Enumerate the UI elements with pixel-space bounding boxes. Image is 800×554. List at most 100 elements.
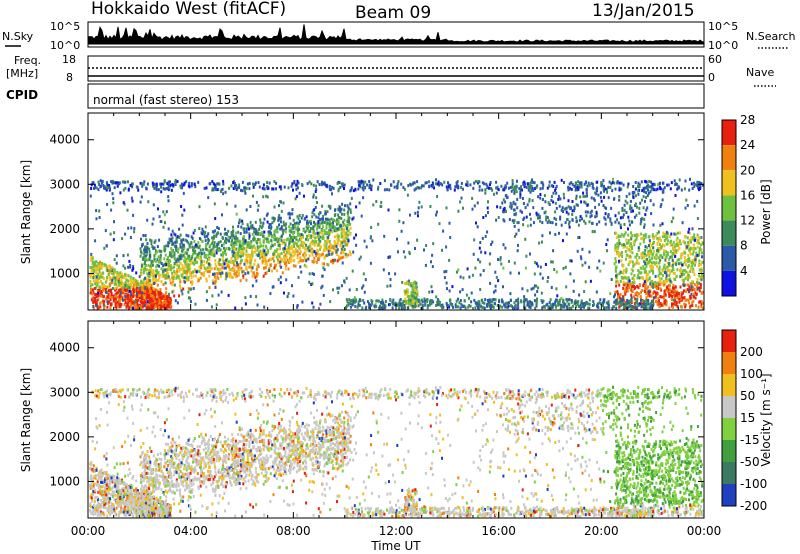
power-cell [100, 184, 103, 188]
power-cell [511, 185, 514, 189]
power-cell [143, 248, 146, 252]
power-cell [649, 282, 652, 286]
power-cell [263, 217, 266, 221]
freq-label-line2: [MHz] [6, 67, 38, 80]
power-cell [327, 238, 330, 242]
power-cell [250, 258, 253, 262]
power-cell [311, 253, 314, 257]
power-cell [349, 253, 352, 256]
power-cell [219, 258, 222, 262]
power-cell [636, 259, 638, 263]
power-cell [638, 283, 641, 287]
power-cell [252, 226, 255, 230]
power-cell [95, 275, 98, 279]
power-cell [363, 290, 366, 294]
power-cell [315, 254, 318, 257]
power-cell [295, 227, 298, 231]
power-cell [106, 186, 108, 190]
power-cell [318, 231, 321, 235]
power-cell [118, 282, 120, 286]
power-cell [252, 237, 255, 241]
power-cell [169, 278, 172, 282]
power-cell [259, 256, 261, 260]
power-cell [522, 223, 525, 227]
power-cell [91, 292, 94, 296]
power-cell [619, 226, 622, 230]
power-cell [248, 236, 251, 240]
power-cell [321, 252, 324, 256]
power-cell [334, 208, 336, 212]
power-cell [644, 179, 647, 183]
power-cell [642, 255, 645, 259]
power-cell [615, 231, 618, 235]
power-cell [614, 293, 616, 297]
power-cell [637, 286, 640, 290]
power-cell [672, 286, 674, 290]
power-cell [165, 287, 168, 291]
power-cell [181, 264, 184, 268]
power-cell [236, 186, 239, 190]
power-cell [91, 283, 94, 287]
power-cell [532, 206, 535, 210]
power-cell [254, 220, 257, 224]
power-cell [661, 273, 664, 277]
power-cell [633, 287, 636, 291]
power-cell [230, 184, 233, 188]
power-cell [236, 237, 239, 241]
power-cell [219, 272, 222, 276]
power-cell [197, 241, 200, 245]
power-cell [233, 236, 236, 240]
power-cell [265, 237, 268, 241]
power-cell [349, 208, 352, 212]
power-cell [224, 266, 227, 270]
power-cell [168, 186, 171, 190]
power-cell [628, 286, 631, 289]
power-cell [674, 285, 677, 289]
power-cell [340, 247, 343, 251]
power-cell [174, 178, 177, 182]
power-cell [630, 220, 633, 224]
power-cell [248, 234, 251, 238]
power-cell [614, 268, 617, 272]
power-cell [256, 274, 258, 278]
power-cell [116, 275, 119, 279]
power-cell [217, 241, 220, 244]
cpid-text: normal (fast stereo) 153 [93, 93, 239, 107]
power-cell [145, 296, 148, 300]
power-cell [183, 259, 186, 263]
power-cell [148, 300, 151, 304]
power-cell [290, 230, 293, 234]
power-cell [379, 182, 382, 185]
power-cell [614, 257, 617, 261]
power-cell [94, 286, 97, 290]
power-cell [114, 288, 116, 292]
power-cell [252, 194, 254, 198]
power-cell [122, 285, 125, 289]
power-cell [579, 195, 582, 199]
power-cell [250, 269, 253, 273]
power-cell [101, 262, 104, 266]
power-cell [185, 269, 188, 273]
power-cell [244, 259, 247, 263]
power-cell [502, 208, 505, 212]
power-cell [120, 297, 122, 301]
power-cell [416, 210, 419, 214]
power-cell [668, 284, 671, 288]
power-cell [625, 257, 627, 261]
power-cell [270, 225, 273, 229]
power-cell [314, 206, 317, 209]
power-cell [406, 193, 409, 197]
power-cell [274, 263, 277, 267]
noise-sky-trace [87, 24, 705, 45]
power-cell [220, 190, 222, 194]
power-cell [312, 234, 315, 238]
power-cell [133, 285, 136, 289]
power-cell [120, 280, 123, 284]
power-cell [516, 206, 519, 210]
power-cell [578, 293, 581, 297]
power-cell [256, 208, 259, 212]
power-cell [244, 186, 247, 190]
power-cell [578, 218, 581, 222]
power-cell [541, 221, 544, 225]
power-cell [326, 210, 329, 214]
